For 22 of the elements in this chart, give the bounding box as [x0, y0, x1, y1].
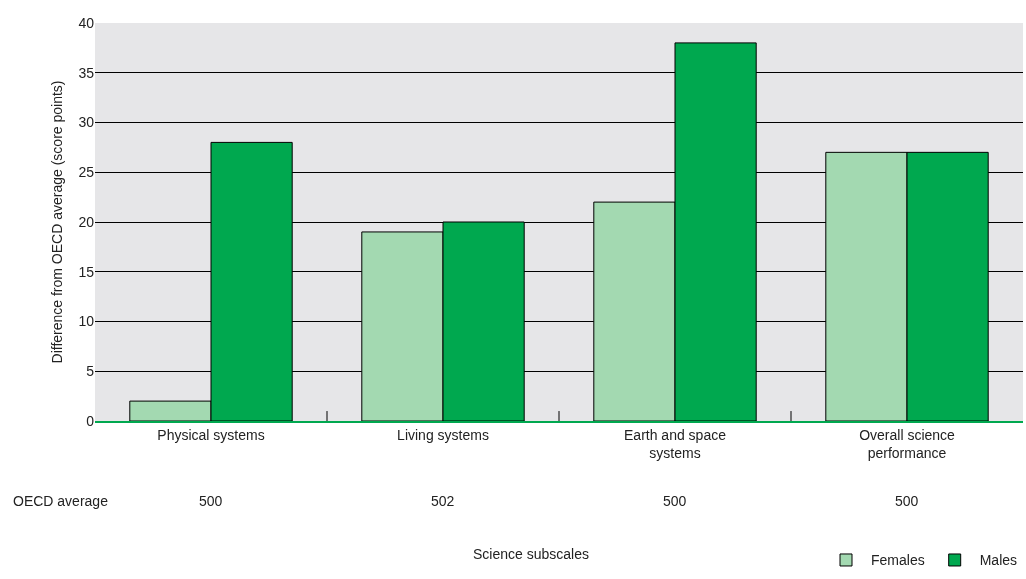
y-tick-label: 30 [78, 114, 95, 131]
y-tick-label: 35 [78, 64, 95, 81]
y-tick-label: 15 [78, 263, 95, 280]
x-tick-label: Living systems [397, 426, 489, 443]
y-tick-label: 10 [78, 313, 95, 330]
y-tick-label: 25 [78, 164, 95, 181]
text: OECD average [13, 493, 109, 509]
x-tick-label: Physical systems [157, 426, 265, 443]
y-tick-label: 20 [78, 213, 95, 230]
legend-label: Males [979, 552, 1018, 569]
y-tick-label: 0 [86, 412, 95, 429]
text: 500 [895, 493, 919, 509]
x-tick-label: Overall science performance [859, 426, 956, 461]
text: Science subscales [473, 546, 589, 562]
x-tick-label: Earth and space systems [624, 426, 727, 461]
legend-label: Females [871, 552, 925, 569]
text: 502 [431, 493, 455, 509]
y-tick-label: 40 [78, 14, 95, 31]
y-tick-label: 5 [86, 363, 95, 380]
text: 500 [663, 493, 687, 509]
text: 500 [199, 493, 223, 509]
y-axis-title: Difference from OECD average (score points) [49, 80, 66, 364]
